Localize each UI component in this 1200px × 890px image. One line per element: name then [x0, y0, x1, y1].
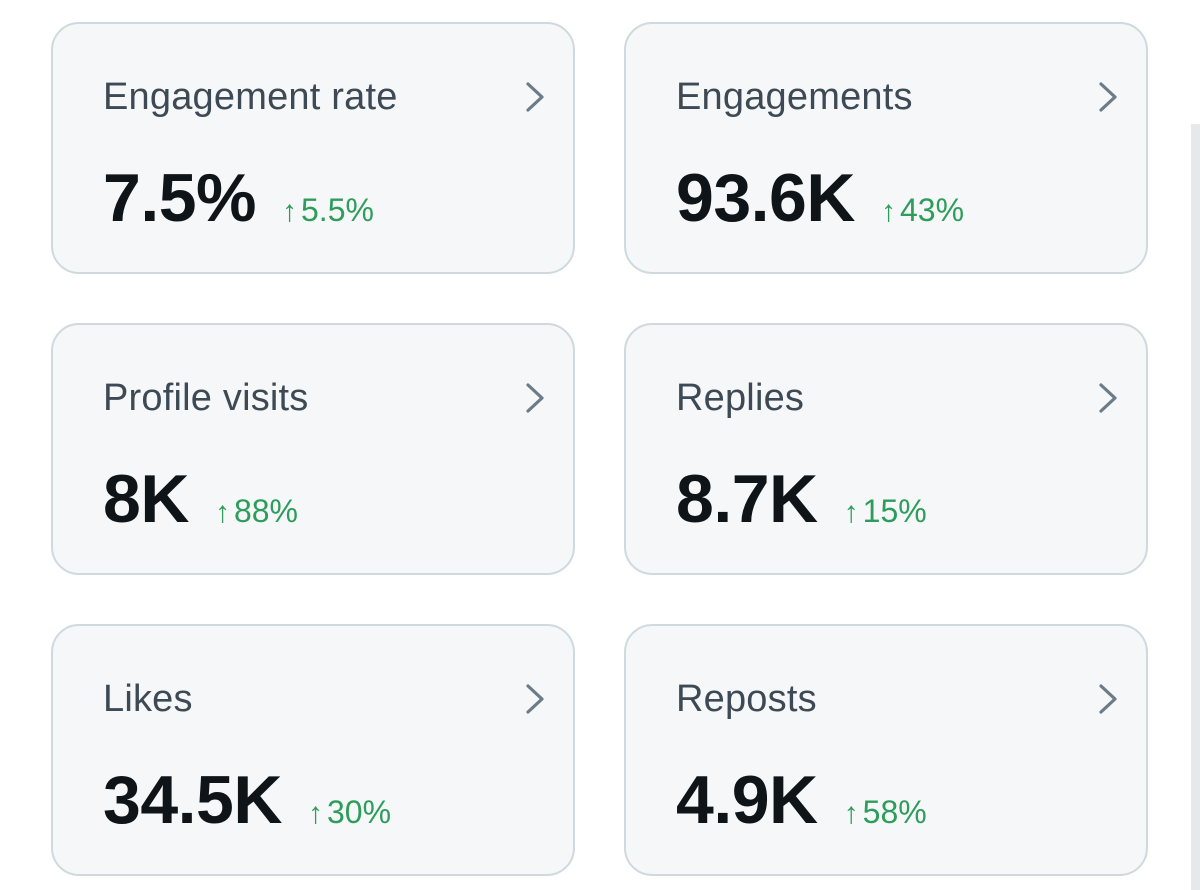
metric-change-value: 43%: [899, 192, 965, 228]
metric-value-row: 7.5% ↑ 5.5%: [103, 158, 374, 238]
metric-card-profile-visits[interactable]: Profile visits 8K ↑ 88%: [51, 323, 575, 575]
metric-value: 8.7K: [676, 461, 818, 537]
metric-label: Reposts: [676, 678, 817, 720]
metric-card-reposts[interactable]: Reposts 4.9K ↑ 58%: [624, 624, 1148, 876]
metric-value: 34.5K: [103, 762, 282, 838]
metric-card-engagements[interactable]: Engagements 93.6K ↑ 43%: [624, 22, 1148, 274]
metric-value-row: 93.6K ↑ 43%: [676, 158, 964, 238]
metric-value: 8K: [103, 461, 189, 537]
metric-label: Replies: [676, 377, 805, 419]
metric-value: 93.6K: [676, 160, 855, 236]
metric-value-row: 34.5K ↑ 30%: [103, 760, 391, 840]
chevron-right-icon: [1099, 684, 1117, 714]
chevron-right-icon: [526, 82, 544, 112]
metric-change: ↑ 58%: [844, 794, 927, 831]
chevron-right-icon: [1099, 82, 1117, 112]
metric-value: 4.9K: [676, 762, 818, 838]
arrow-up-icon: ↑: [880, 195, 896, 228]
metric-card-engagement-rate[interactable]: Engagement rate 7.5% ↑ 5.5%: [51, 22, 575, 274]
metric-change: ↑ 5.5%: [282, 192, 374, 229]
arrow-up-icon: ↑: [214, 496, 230, 529]
arrow-up-icon: ↑: [843, 797, 859, 830]
arrow-up-icon: ↑: [843, 496, 859, 529]
metric-change: ↑ 88%: [215, 493, 298, 530]
arrow-up-icon: ↑: [282, 195, 297, 228]
metric-value: 7.5%: [103, 160, 257, 236]
arrow-up-icon: ↑: [307, 797, 323, 830]
metric-label: Profile visits: [103, 377, 309, 419]
metric-change-value: 15%: [862, 493, 927, 529]
metric-card-likes[interactable]: Likes 34.5K ↑ 30%: [51, 624, 575, 876]
metric-change-value: 30%: [326, 794, 392, 830]
metric-value-row: 8.7K ↑ 15%: [676, 459, 927, 539]
scrollbar-track[interactable]: [1191, 124, 1200, 890]
metric-value-row: 8K ↑ 88%: [103, 459, 298, 539]
metric-change: ↑ 15%: [844, 493, 927, 530]
metric-label: Engagement rate: [103, 76, 398, 118]
metric-value-row: 4.9K ↑ 58%: [676, 760, 927, 840]
metric-card-replies[interactable]: Replies 8.7K ↑ 15%: [624, 323, 1148, 575]
metrics-grid: Engagement rate 7.5% ↑ 5.5% Engagements …: [51, 22, 1148, 876]
metric-change: ↑ 30%: [308, 794, 391, 831]
metric-label: Engagements: [676, 76, 913, 118]
chevron-right-icon: [526, 684, 544, 714]
chevron-right-icon: [1099, 383, 1117, 413]
metric-change-value: 88%: [233, 493, 298, 529]
metric-change-value: 5.5%: [301, 192, 374, 228]
chevron-right-icon: [526, 383, 544, 413]
metric-change-value: 58%: [862, 794, 927, 830]
metric-change: ↑ 43%: [881, 192, 964, 229]
metric-label: Likes: [103, 678, 193, 720]
